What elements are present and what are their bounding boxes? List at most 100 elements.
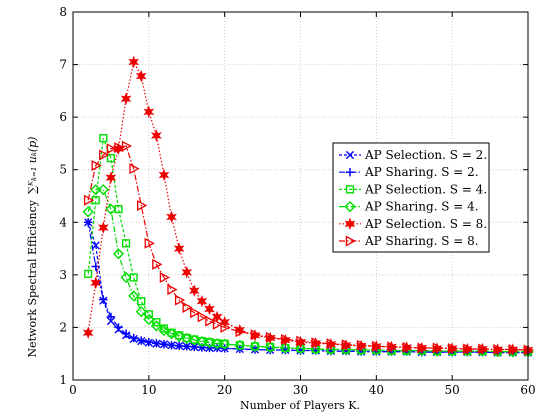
y-axis-label-text: Network Spectral Efficiency bbox=[26, 199, 39, 357]
data-point bbox=[106, 312, 116, 322]
data-point bbox=[82, 206, 94, 218]
x-tick-label: 60 bbox=[520, 383, 535, 397]
legend-entry: AP Selection. S = 8. bbox=[339, 217, 487, 231]
data-point bbox=[121, 329, 131, 338]
data-point bbox=[234, 339, 246, 351]
data-point bbox=[114, 142, 125, 154]
legend-entry: AP Sharing. S = 4. bbox=[339, 200, 479, 214]
data-point bbox=[99, 149, 110, 161]
legend-label: AP Selection. S = 4. bbox=[364, 182, 487, 196]
data-point bbox=[120, 271, 132, 284]
data-point bbox=[99, 295, 108, 304]
data-point bbox=[152, 318, 161, 327]
series-line bbox=[87, 189, 528, 353]
legend-label: AP Selection. S = 2. bbox=[364, 148, 487, 162]
x-tick-label: 30 bbox=[293, 383, 308, 397]
legend-label: AP Selection. S = 8. bbox=[364, 217, 487, 231]
data-point bbox=[211, 338, 223, 350]
series-line bbox=[87, 60, 529, 351]
data-point bbox=[196, 336, 208, 348]
data-point bbox=[203, 337, 216, 349]
legend-label: AP Sharing. S = 4. bbox=[364, 200, 479, 214]
data-point bbox=[182, 301, 193, 313]
data-point bbox=[279, 342, 291, 354]
data-point bbox=[196, 294, 208, 308]
data-point bbox=[281, 334, 292, 346]
data-point bbox=[158, 324, 170, 337]
data-point bbox=[106, 154, 116, 163]
x-axis-label: Number of Players K. bbox=[240, 399, 360, 412]
data-point bbox=[204, 302, 215, 316]
y-tick-label: 6 bbox=[59, 110, 67, 124]
data-point bbox=[174, 341, 184, 351]
data-point bbox=[188, 284, 200, 297]
x-tick-label: 40 bbox=[369, 383, 384, 397]
y-axis-label: Network Spectral Efficiency ∑ᴷₖ₌₁ uₖ(p) bbox=[26, 137, 39, 358]
data-point bbox=[105, 171, 117, 184]
data-point bbox=[188, 334, 200, 346]
data-point bbox=[97, 221, 109, 234]
x-tick-label: 20 bbox=[217, 383, 232, 397]
ticks: 0 10 20 30 40 50 60 1 2 3 4 5 6 7 8 bbox=[59, 5, 535, 397]
x-tick-label: 50 bbox=[445, 383, 460, 397]
data-point bbox=[447, 342, 459, 354]
data-point bbox=[265, 331, 277, 343]
data-point bbox=[90, 184, 102, 196]
data-point bbox=[143, 105, 155, 119]
data-point bbox=[137, 199, 148, 211]
legend-marker bbox=[345, 150, 355, 160]
data-point bbox=[167, 341, 176, 350]
data-point bbox=[83, 218, 93, 227]
data-point bbox=[84, 269, 93, 278]
data-point bbox=[372, 340, 383, 352]
data-point bbox=[99, 134, 108, 143]
data-point bbox=[463, 343, 474, 355]
data-point bbox=[137, 336, 146, 345]
data-point bbox=[508, 344, 519, 355]
legend-marker bbox=[344, 201, 356, 213]
legend-entry: AP Sharing. S = 8. bbox=[339, 234, 479, 248]
y-tick-label: 3 bbox=[59, 268, 67, 282]
data-point bbox=[158, 168, 170, 182]
data-point bbox=[135, 306, 147, 318]
data-point bbox=[235, 326, 246, 338]
x-tick-label: 10 bbox=[141, 383, 156, 397]
series-layer bbox=[82, 55, 534, 358]
legend-label: AP Sharing. S = 8. bbox=[364, 234, 479, 248]
data-point bbox=[356, 339, 368, 351]
y-tick-label: 1 bbox=[59, 373, 67, 387]
data-point bbox=[144, 237, 155, 249]
data-point bbox=[121, 140, 133, 152]
data-point bbox=[294, 342, 307, 355]
data-point bbox=[264, 341, 276, 353]
data-point bbox=[152, 258, 163, 270]
data-point bbox=[220, 321, 231, 333]
legend-marker bbox=[344, 217, 356, 231]
data-point bbox=[83, 194, 95, 206]
data-point bbox=[144, 337, 154, 347]
legend-entry: AP Selection. S = 2. bbox=[339, 148, 487, 162]
data-point bbox=[173, 330, 185, 342]
data-point bbox=[121, 239, 131, 248]
data-point bbox=[173, 242, 185, 255]
data-point bbox=[432, 342, 443, 354]
data-point bbox=[402, 341, 413, 353]
data-point bbox=[114, 323, 123, 332]
y-tick-label: 5 bbox=[59, 163, 67, 177]
data-point bbox=[91, 160, 102, 171]
series-line bbox=[87, 145, 529, 351]
data-point bbox=[90, 276, 102, 289]
y-tick-label: 7 bbox=[59, 58, 67, 72]
legend-label: AP Sharing. S = 2. bbox=[364, 165, 479, 179]
data-point bbox=[417, 342, 428, 354]
data-point bbox=[166, 210, 177, 224]
data-point bbox=[165, 328, 178, 340]
legend-marker bbox=[345, 185, 355, 194]
y-tick-label: 8 bbox=[59, 5, 67, 19]
legend-marker bbox=[345, 168, 355, 177]
data-point bbox=[326, 338, 337, 350]
data-point bbox=[167, 284, 178, 296]
data-point bbox=[159, 340, 169, 349]
data-point bbox=[250, 329, 261, 341]
